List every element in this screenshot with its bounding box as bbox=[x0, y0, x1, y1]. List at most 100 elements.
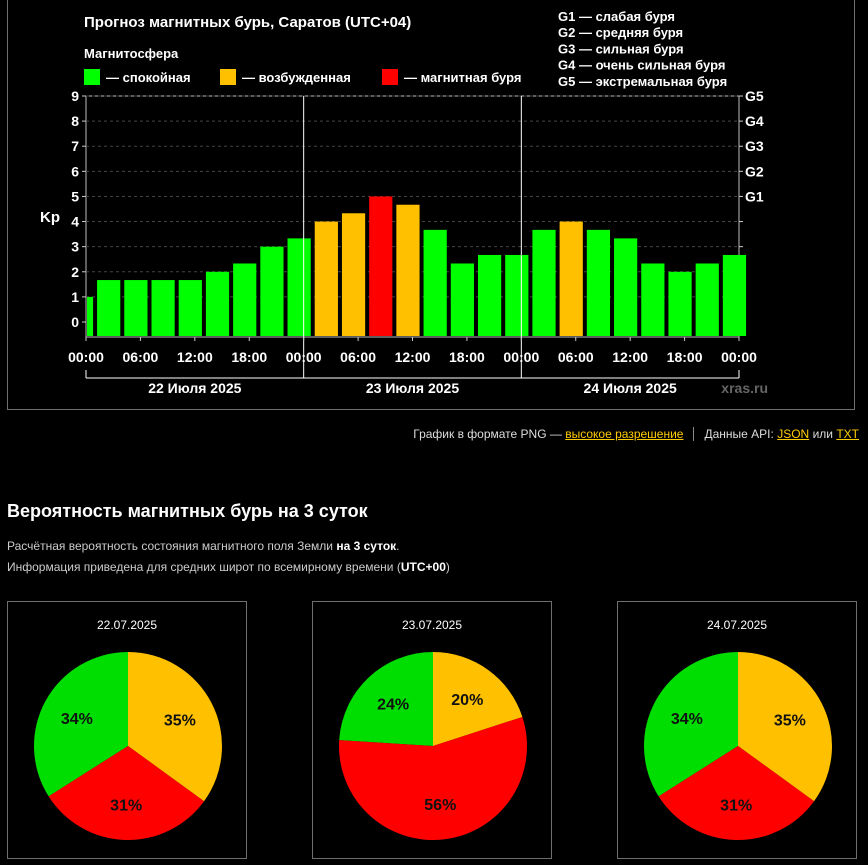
pie-chart: 34% 35% 31% bbox=[643, 652, 833, 841]
txt-link[interactable]: TXT bbox=[836, 427, 859, 441]
kp-bar bbox=[668, 271, 692, 336]
y-tick-label: 6 bbox=[71, 163, 79, 179]
x-tick-label: 12:00 bbox=[395, 349, 431, 365]
y-tick-label: 3 bbox=[71, 239, 79, 255]
storm-level-1: G1 — слабая буря bbox=[558, 9, 675, 24]
pie-label-storm: 31% bbox=[720, 797, 752, 814]
desc-line-1: Расчётная вероятность состояния магнитно… bbox=[7, 539, 400, 553]
kp-bar bbox=[450, 263, 474, 336]
legend-label-2: — магнитная буря bbox=[404, 70, 521, 85]
pie-card-day-1: 22.07.2025 34% 35% 31% bbox=[7, 601, 247, 859]
links-divider bbox=[693, 427, 695, 441]
kp-bar bbox=[505, 254, 529, 336]
api-text: Данные API: bbox=[704, 427, 774, 441]
high-res-link[interactable]: высокое разрешение bbox=[565, 427, 684, 441]
plot-area: 0 1 2 3 4 5 6 7 8 9 G1 G2 G3 G4 G5 00:00 06:00 12:00 18:00… bbox=[68, 88, 764, 396]
kp-bar bbox=[586, 229, 611, 336]
pie-slice-active bbox=[738, 652, 833, 802]
x-tick-label: 12:00 bbox=[612, 349, 648, 365]
chart-title: Прогноз магнитных бурь, Саратов (UTC+04) bbox=[84, 14, 411, 31]
kp-bar bbox=[559, 221, 583, 336]
x-tick-label: 18:00 bbox=[231, 349, 267, 365]
x-tick-label: 18:00 bbox=[667, 349, 703, 365]
pie-slice-quiet bbox=[33, 652, 128, 797]
kp-bar bbox=[695, 263, 719, 336]
kp-bar bbox=[641, 263, 665, 336]
png-text: График в формате PNG — bbox=[413, 427, 562, 441]
x-tick-label: 18:00 bbox=[449, 349, 485, 365]
pie-card-day-2: 23.07.2025 24% 20% 56% bbox=[312, 601, 552, 859]
pie-slice-quiet bbox=[643, 652, 738, 797]
legend-swatch-1 bbox=[220, 69, 236, 85]
pie-date: 24.07.2025 bbox=[706, 618, 768, 632]
legend-swatch-0 bbox=[84, 69, 100, 85]
pie-label-active: 20% bbox=[451, 692, 483, 709]
or-text: или bbox=[812, 427, 833, 441]
probability-description: Расчётная вероятность состояния магнитно… bbox=[7, 536, 450, 578]
kp-bar bbox=[287, 238, 311, 336]
kp-bar bbox=[341, 213, 366, 336]
x-tick-label: 00:00 bbox=[503, 349, 539, 365]
json-link[interactable]: JSON bbox=[777, 427, 810, 441]
kp-bar bbox=[87, 296, 94, 336]
pie-label-active: 35% bbox=[164, 713, 196, 730]
y-axis-label: Kp bbox=[40, 209, 60, 226]
g-level-tick-label: G3 bbox=[745, 138, 764, 154]
pie-label-storm: 56% bbox=[424, 797, 456, 814]
day-label: 22 Июля 2025 bbox=[148, 380, 241, 396]
x-tick-label: 00:00 bbox=[721, 349, 757, 365]
watermark: xras.ru bbox=[721, 380, 768, 396]
y-tick-label: 9 bbox=[71, 88, 79, 104]
pie-chart: 34% 35% 31% bbox=[33, 652, 223, 841]
magnetosphere-legend: — спокойная — возбужденная — магнитная бур… bbox=[84, 69, 521, 85]
y-tick-label: 2 bbox=[71, 264, 79, 280]
storm-level-5: G5 — экстремальная буря bbox=[558, 74, 727, 89]
g-level-tick-label: G2 bbox=[745, 163, 764, 179]
kp-bar bbox=[423, 229, 447, 336]
pie-slice-storm bbox=[48, 746, 205, 841]
x-tick-label: 00:00 bbox=[286, 349, 322, 365]
legend-swatch-2 bbox=[382, 69, 398, 85]
kp-bar bbox=[314, 221, 338, 336]
kp-bar bbox=[369, 196, 393, 336]
storm-level-4: G4 — очень сильная буря bbox=[558, 58, 725, 73]
kp-bar bbox=[722, 254, 747, 336]
day-label: 24 Июля 2025 bbox=[584, 380, 677, 396]
legend-label-0: — спокойная bbox=[106, 70, 191, 85]
kp-bar bbox=[233, 263, 257, 336]
x-tick-label: 06:00 bbox=[558, 349, 594, 365]
x-tick-label: 12:00 bbox=[177, 349, 213, 365]
kp-bar bbox=[477, 254, 502, 336]
kp-bar bbox=[614, 238, 638, 336]
kp-bar bbox=[124, 280, 148, 336]
kp-bar bbox=[178, 280, 202, 336]
probability-title: Вероятность магнитных бурь на 3 суток bbox=[7, 501, 368, 521]
pie-slice-quiet bbox=[339, 652, 433, 746]
y-tick-label: 4 bbox=[71, 214, 79, 230]
legend-title: Магнитосфера bbox=[84, 46, 179, 61]
kp-bar bbox=[205, 271, 230, 336]
x-tick-label: 00:00 bbox=[68, 349, 104, 365]
pie-slice-active bbox=[128, 652, 223, 802]
y-tick-label: 7 bbox=[71, 138, 79, 154]
kp-chart: Прогноз магнитных бурь, Саратов (UTC+04)… bbox=[40, 9, 768, 396]
kp-forecast-panel: Прогноз магнитных бурь, Саратов (UTC+04)… bbox=[7, 0, 855, 410]
kp-bar bbox=[260, 246, 284, 336]
y-tick-label: 5 bbox=[71, 188, 79, 204]
pie-label-active: 35% bbox=[774, 713, 806, 730]
pie-card-day-3: 24.07.2025 34% 35% 31% bbox=[617, 601, 857, 859]
kp-bar bbox=[532, 229, 556, 336]
g-level-tick-label: G4 bbox=[745, 113, 764, 129]
g-level-tick-label: G5 bbox=[745, 88, 764, 104]
pie-date: 22.07.2025 bbox=[96, 618, 158, 632]
y-tick-label: 0 bbox=[71, 314, 79, 330]
y-tick-label: 8 bbox=[71, 113, 79, 129]
pie-slice-active bbox=[433, 652, 523, 746]
x-tick-label: 06:00 bbox=[340, 349, 376, 365]
pie-label-storm: 31% bbox=[110, 797, 142, 814]
pie-chart: 24% 20% 56% bbox=[339, 652, 528, 841]
day-label: 23 Июля 2025 bbox=[366, 380, 459, 396]
pie-label-quiet: 24% bbox=[377, 697, 409, 714]
pie-label-quiet: 34% bbox=[61, 711, 93, 728]
